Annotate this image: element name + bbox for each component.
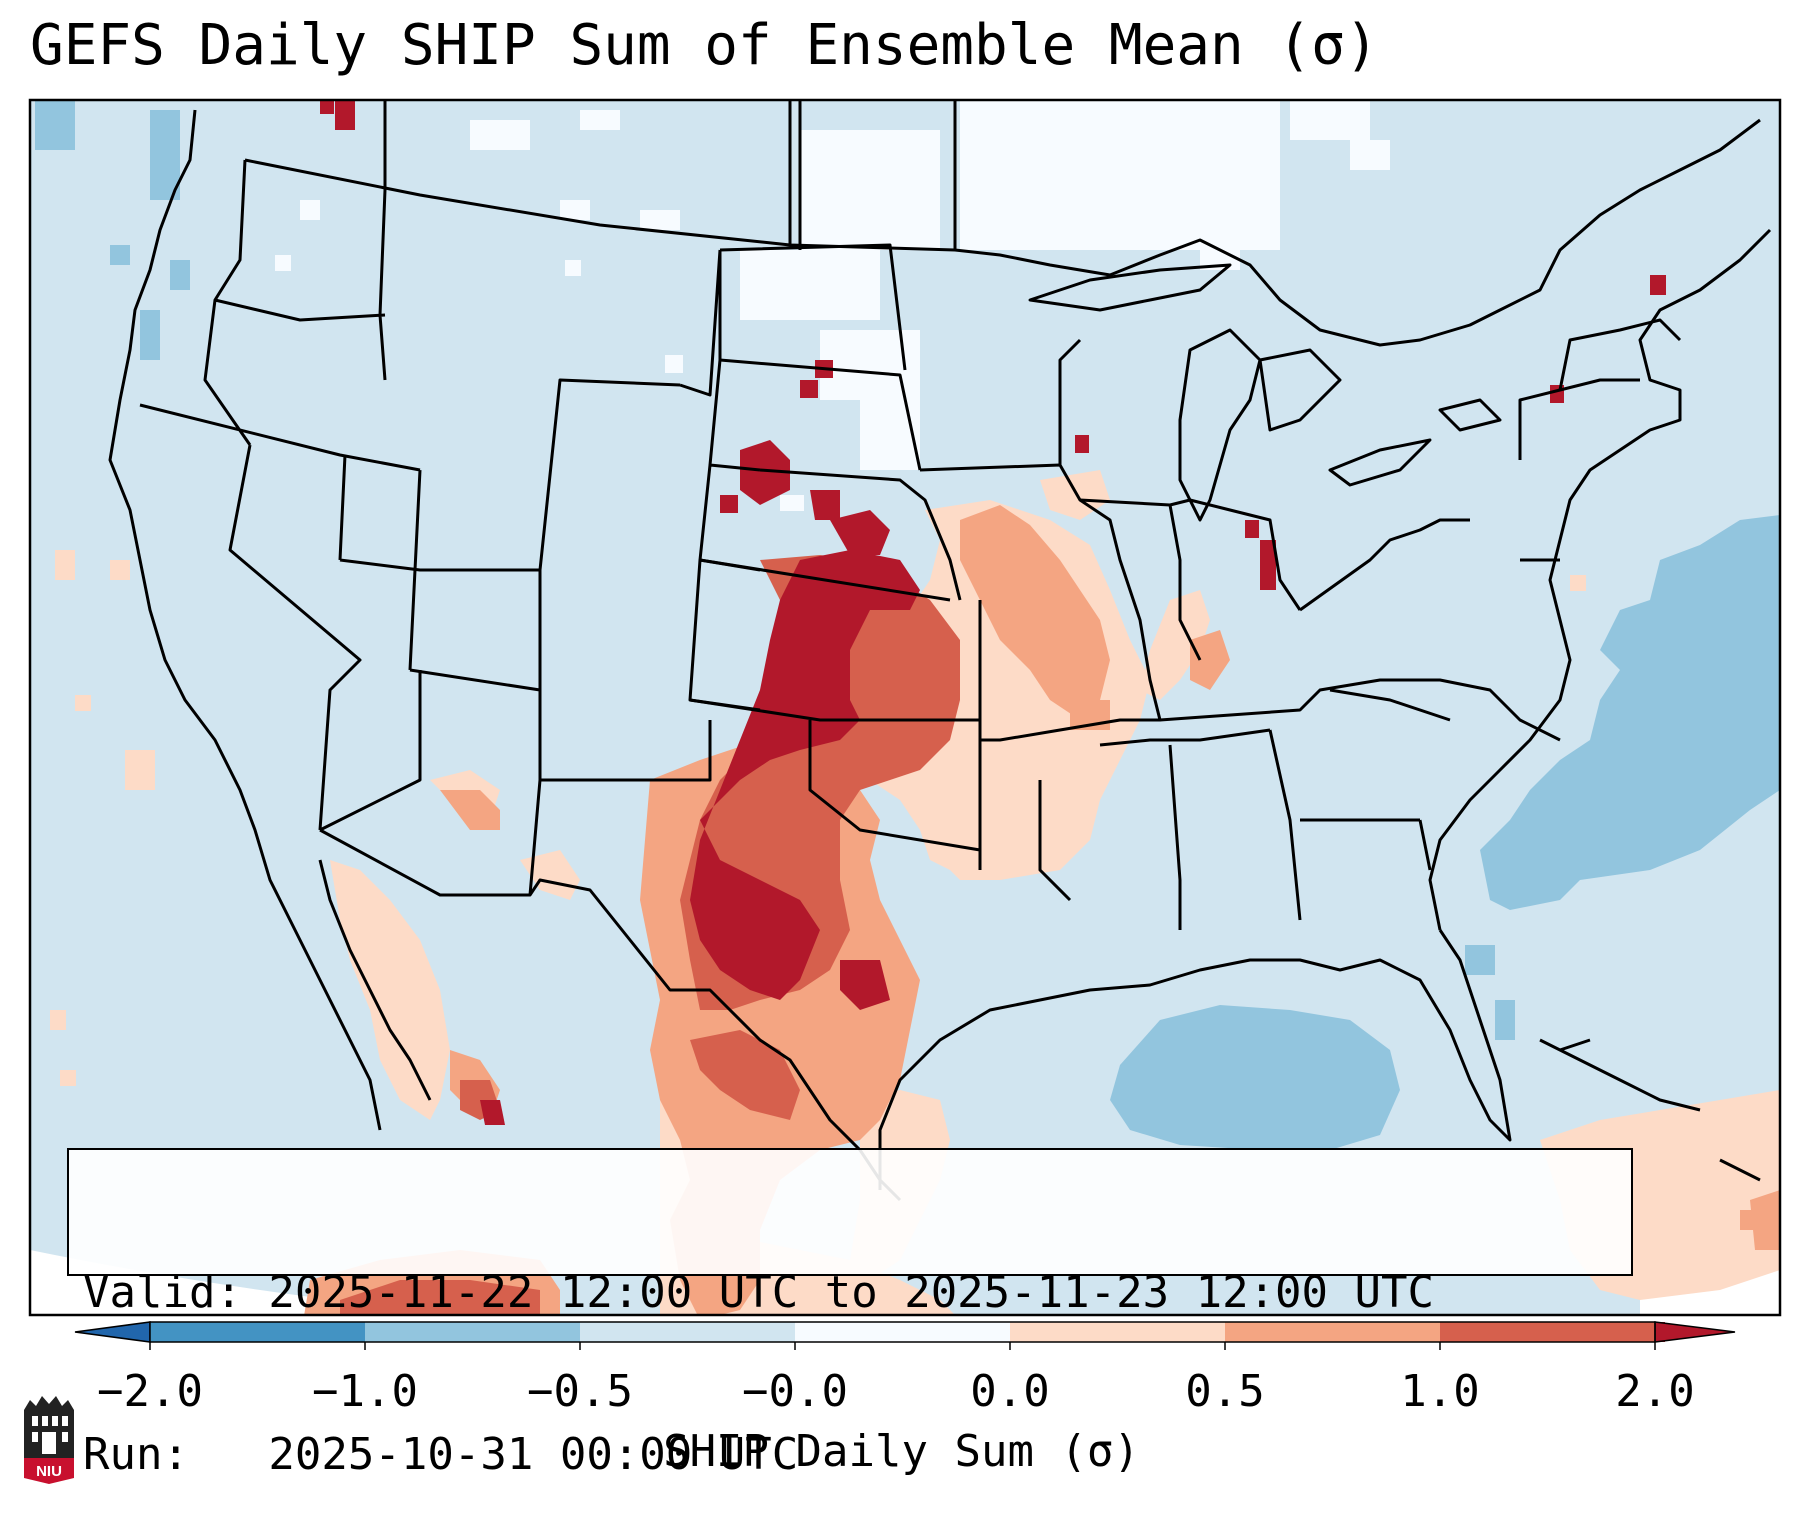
colorbar-tick-label: −0.5 bbox=[527, 1366, 633, 1417]
atlantic-coastline bbox=[1428, 228, 1772, 931]
run-time-text: Run: 2025-10-31 00:00 UTC bbox=[83, 1429, 799, 1480]
colorbar-tick-label: 0.5 bbox=[1185, 1366, 1265, 1417]
canada-provinces bbox=[383, 100, 957, 250]
map-title: GEFS Daily SHIP Sum of Ensemble Mean (σ) bbox=[30, 13, 1379, 78]
niu-logo: NIU bbox=[24, 1396, 74, 1484]
colorbar-tick-label: −1.0 bbox=[312, 1366, 418, 1417]
us-canada-border bbox=[244, 118, 1761, 347]
colorbar-tick-label: 0.0 bbox=[970, 1366, 1050, 1417]
colorbar-bin bbox=[1440, 1322, 1655, 1342]
baja-peninsula bbox=[318, 859, 432, 1101]
colorbar-label: SHIP Daily Sum (σ) bbox=[663, 1426, 1140, 1477]
colorbar bbox=[74, 1321, 1736, 1350]
pacific-coastline bbox=[108, 109, 382, 1131]
colorbar-bin bbox=[795, 1322, 1010, 1342]
us-mexico-border bbox=[319, 828, 902, 1202]
colorbar-bin bbox=[1010, 1322, 1225, 1342]
boundaries bbox=[108, 100, 1772, 1202]
colorbar-tick-label: 1.0 bbox=[1400, 1366, 1480, 1417]
colorbar-bin bbox=[150, 1322, 365, 1342]
colorbar-bin bbox=[365, 1322, 580, 1342]
caribbean-islands bbox=[1539, 1038, 1761, 1182]
negative-patches bbox=[35, 100, 1780, 1150]
gulf-coastline bbox=[878, 929, 1512, 1190]
map-border bbox=[28, 98, 1782, 1317]
colorbar-high-extension bbox=[1654, 1321, 1736, 1343]
logo-text: NIU bbox=[36, 1463, 62, 1480]
valid-run-info-box: Valid: 2025-11-22 12:00 UTC to 2025-11-2… bbox=[67, 1148, 1633, 1480]
extreme-positive-patches bbox=[320, 100, 1666, 1125]
colorbar-tick-label: −2.0 bbox=[97, 1366, 203, 1417]
colorbar-bin bbox=[580, 1322, 795, 1342]
colorbar-bin bbox=[1225, 1322, 1440, 1342]
valid-time-text: Valid: 2025-11-22 12:00 UTC to 2025-11-2… bbox=[83, 1267, 1435, 1318]
colorbar-tick-label: 2.0 bbox=[1615, 1366, 1695, 1417]
great-lakes bbox=[1028, 263, 1502, 522]
state-lines-east bbox=[1038, 318, 1682, 930]
colorbar-ticks bbox=[149, 1342, 1656, 1350]
near-zero-patches bbox=[275, 100, 1390, 511]
colorbar-tick-label: −0.0 bbox=[742, 1366, 848, 1417]
